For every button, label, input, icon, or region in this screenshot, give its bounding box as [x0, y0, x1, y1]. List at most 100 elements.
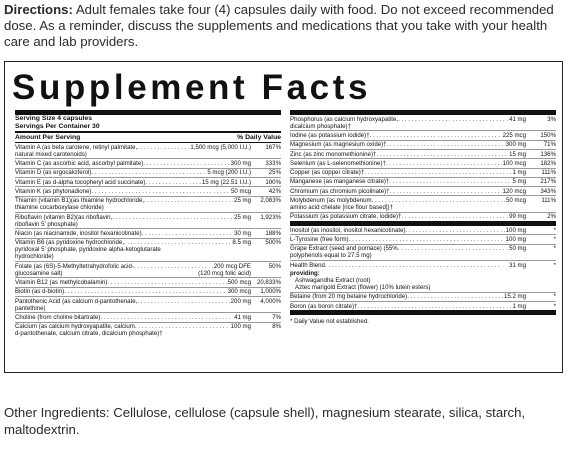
leader-dots: . . . . . . . . . . . . . . . . . . . . …	[405, 226, 505, 234]
nutrient-daily-value: 182%	[540, 159, 556, 167]
nutrient-daily-value: 217%	[540, 178, 556, 186]
nutrient-name: Selenium (as L-selenomethionine)†	[290, 159, 386, 167]
leader-dots: . . . . . . . . . . . . . . . . . . . . …	[141, 229, 233, 237]
leader-dots: . . . . . . . . . . . . . . . . . . . . …	[91, 187, 230, 195]
nutrient-row: Boron (as boron citrate)†. . . . . . . .…	[290, 302, 556, 310]
leader-dots: . . . . . . . . . . . . . . . . . . . . …	[137, 297, 229, 305]
leader-dots: . . . . . . . . . . . . . . . . . . . . …	[398, 115, 509, 123]
other-ingredient-list: Inositol (as inositol, inositol hexanico…	[290, 221, 556, 269]
nutrient-row: Betaine (from 20 mg betaine hydrochlorid…	[290, 293, 556, 302]
leader-dots: . . . . . . . . . . . . . . . . . . . . …	[389, 178, 511, 186]
nutrient-row: Grape Extract (seed and pomace) (55%. . …	[290, 245, 556, 261]
nutrient-daily-value: 1,923%	[260, 213, 281, 221]
nutrient-row: Vitamin A (as beta carotene, retinyl pal…	[15, 143, 281, 160]
nutrient-daily-value: 50%	[268, 262, 281, 270]
nutrient-name: Molybdenum (as molybdenum	[290, 196, 372, 204]
nutrient-daily-value: 500%	[265, 239, 281, 247]
facts-left-column: Serving Size 4 capsules Servings Per Con…	[15, 110, 281, 338]
nutrient-row: Vitamin K (as phytonadione). . . . . . .…	[15, 187, 281, 197]
providing-item: Ashwagandha Extract (root)	[295, 276, 371, 284]
nutrient-amount: 1 mg	[512, 302, 526, 310]
directions-body: Adult females take four (4) capsules dai…	[4, 2, 554, 49]
nutrient-daily-value: 42%	[268, 187, 281, 195]
nutrient-daily-value: 2%	[547, 213, 556, 221]
nutrient-amount: 31 mg	[509, 261, 526, 269]
leader-dots: . . . . . . . . . . . . . . . . . . . . …	[389, 187, 502, 195]
nutrient-sub-amount: (120 mcg folic acid)	[198, 269, 251, 277]
leader-dots: . . . . . . . . . . . . . . . . . . . . …	[123, 239, 231, 247]
nutrient-row: Health Blend. . . . . . . . . . . . . . …	[290, 261, 556, 269]
nutrient-name: Vitamin B6 (as pyridoxine hydrochloride,	[15, 239, 124, 247]
leader-dots: . . . . . . . . . . . . . . . . . . . . …	[133, 262, 213, 270]
nutrient-name: Folate (as (6S)-5-Methyltetrahydrofolic …	[15, 262, 134, 270]
nutrient-amount: 99 mg	[509, 213, 526, 221]
nutrient-row: Vitamin E (as d-alpha tocopheryl acid su…	[15, 178, 281, 188]
nutrient-amount: 200 mcg DFE	[213, 262, 251, 270]
nutrient-amount: 5 mcg (200 I.U.)	[207, 169, 251, 177]
leader-dots: . . . . . . . . . . . . . . . . . . . . …	[137, 143, 189, 151]
nutrient-name: Biotin (as d-biotin)	[15, 288, 65, 296]
nutrient-daily-value: 111%	[541, 196, 556, 204]
leader-dots: . . . . . . . . . . . . . . . . . . . . …	[134, 323, 230, 331]
nutrient-daily-value: 150%	[540, 131, 556, 139]
nutrient-daily-value: *	[553, 261, 556, 269]
nutrient-daily-value: 4,000%	[260, 297, 281, 305]
nutrient-daily-value: 100%	[265, 178, 281, 186]
nutrient-amount: 1,500 mcg (5,000 I.U.)	[190, 143, 251, 151]
nutrient-daily-value: *	[553, 302, 556, 310]
facts-right-column: Phosphorus (as calcium hydroxyapatite,. …	[290, 110, 556, 325]
nutrient-name: Thiamin (vitamin B1)(as thiamine hydroch…	[15, 197, 145, 205]
leader-dots: . . . . . . . . . . . . . . . . . . . . …	[397, 245, 508, 253]
leader-dots: . . . . . . . . . . . . . . . . . . . . …	[386, 141, 505, 149]
nutrient-name: L-Tyrosine (free form)	[290, 235, 349, 243]
last-nutrient-list: Betaine (from 20 mg betaine hydrochlorid…	[290, 293, 556, 311]
nutrient-name: Health Blend	[290, 261, 325, 269]
leader-dots: . . . . . . . . . . . . . . . . . . . . …	[348, 235, 505, 243]
nutrient-subtext: glucosamine salt)	[15, 269, 63, 277]
nutrient-amount: 15 mg	[509, 150, 526, 158]
nutrient-name: Riboflavin (vitamin B2)(as riboflavin,	[15, 213, 113, 221]
nutrient-name: Magnesium (as magnesium oxide)†	[290, 141, 387, 149]
nutrient-row: Vitamin B6 (as pyridoxine hydrochloride,…	[15, 239, 281, 263]
leader-dots: . . . . . . . . . . . . . . . . . . . . …	[357, 302, 512, 310]
servings-per-container: Servings Per Container 30	[15, 123, 100, 130]
serving-size: Serving Size 4 capsules	[15, 115, 93, 122]
nutrient-row: Pantothenic Acid (as calcium d-pantothen…	[15, 297, 281, 314]
nutrient-name: Inositol (as inositol, inositol hexanico…	[290, 226, 406, 234]
nutrient-name: Copper (as copper citrate)†	[290, 169, 365, 177]
other-ingredients: Other Ingredients: Cellulose, cellulose …	[4, 405, 526, 437]
leader-dots: . . . . . . . . . . . . . . . . . . . . …	[112, 213, 233, 221]
directions-text: Directions: Adult females take four (4) …	[4, 2, 566, 50]
nutrient-amount: 25 mg	[234, 213, 251, 221]
nutrient-amount: 1 mg	[512, 169, 526, 177]
leader-dots: . . . . . . . . . . . . . . . . . . . . …	[376, 150, 508, 158]
nutrient-row: Thiamin (vitamin B1)(as thiamine hydroch…	[15, 197, 281, 213]
nutrient-row: Zinc (as zinc monomethionine)†. . . . . …	[290, 150, 556, 160]
nutrient-subtext: natural mixed carotenoids)	[15, 150, 87, 158]
nutrient-row: Potassium (as potassium citrate, iodide)…	[290, 213, 556, 221]
nutrient-row: Iodine (as potassium iodide)†. . . . . .…	[290, 131, 556, 141]
nutrient-daily-value: 71%	[543, 141, 556, 149]
nutrient-subtext: amino acid chelate [rice flour based])†	[290, 204, 393, 212]
leader-dots: . . . . . . . . . . . . . . . . . . . . …	[144, 197, 233, 205]
nutrient-daily-value: 8%	[272, 323, 281, 331]
nutrient-daily-value: 2,083%	[260, 197, 281, 205]
leader-dots: . . . . . . . . . . . . . . . . . . . . …	[107, 279, 226, 287]
nutrient-daily-value: *	[553, 226, 556, 234]
directions-label: Directions:	[4, 2, 73, 17]
nutrient-amount: 50 mcg	[231, 187, 251, 195]
nutrient-daily-value: 167%	[265, 143, 281, 151]
nutrient-amount: 8.5 mg	[232, 239, 251, 247]
nutrient-subtext: thiamine cocarboxylase chloride)	[15, 204, 104, 212]
nutrient-name: Calcium (as calcium hydroxyapatite, calc…	[15, 323, 135, 331]
nutrient-row: Choline (from choline bitartrate). . . .…	[15, 313, 281, 323]
nutrient-amount: 15 mg (22.51 I.U.)	[201, 178, 251, 186]
nutrient-subtext: hydrochloride)	[15, 253, 54, 261]
nutrient-row: Riboflavin (vitamin B2)(as riboflavin,. …	[15, 213, 281, 230]
leader-dots: . . . . . . . . . . . . . . . . . . . . …	[145, 178, 201, 186]
dv-header: % Daily Value	[237, 134, 281, 141]
providing-item: Aztec marigold Extract (flower) (10% lut…	[295, 284, 431, 291]
nutrient-name: Chromium (as chromium picolinate)†	[290, 187, 390, 195]
leader-dots: . . . . . . . . . . . . . . . . . . . . …	[364, 169, 512, 177]
nutrient-daily-value: 111%	[541, 169, 556, 177]
